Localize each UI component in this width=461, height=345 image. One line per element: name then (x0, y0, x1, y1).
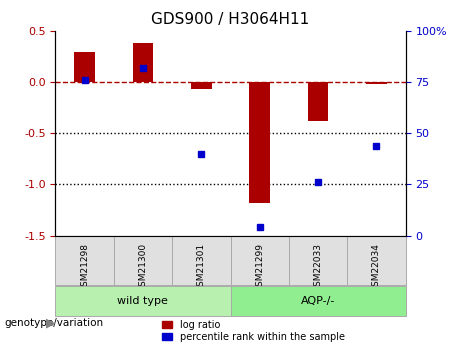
Bar (133, 43, 153, 82)
Bar (74, 51, 95, 82)
Text: wild type: wild type (118, 296, 168, 306)
Text: AQP-/-: AQP-/- (301, 296, 335, 306)
FancyBboxPatch shape (55, 286, 230, 316)
Bar (191, 82, 212, 89)
Text: GSM21300: GSM21300 (138, 243, 148, 292)
Text: GSM22034: GSM22034 (372, 243, 381, 292)
Text: ▶: ▶ (46, 316, 56, 329)
Legend: log ratio, percentile rank within the sample: log ratio, percentile rank within the sa… (160, 318, 347, 344)
FancyBboxPatch shape (230, 286, 406, 316)
Text: GSM21298: GSM21298 (80, 243, 89, 292)
FancyBboxPatch shape (114, 236, 172, 285)
Bar (249, 82, 270, 203)
FancyBboxPatch shape (172, 236, 230, 285)
Bar (308, 82, 328, 121)
Bar (366, 82, 387, 84)
Title: GDS900 / H3064H11: GDS900 / H3064H11 (151, 12, 310, 27)
FancyBboxPatch shape (347, 236, 406, 285)
Text: GSM21301: GSM21301 (197, 243, 206, 292)
Text: GSM21299: GSM21299 (255, 243, 264, 292)
FancyBboxPatch shape (55, 236, 114, 285)
FancyBboxPatch shape (230, 236, 289, 285)
Text: genotype/variation: genotype/variation (5, 318, 104, 327)
FancyBboxPatch shape (289, 236, 347, 285)
Text: GSM22033: GSM22033 (313, 243, 323, 292)
